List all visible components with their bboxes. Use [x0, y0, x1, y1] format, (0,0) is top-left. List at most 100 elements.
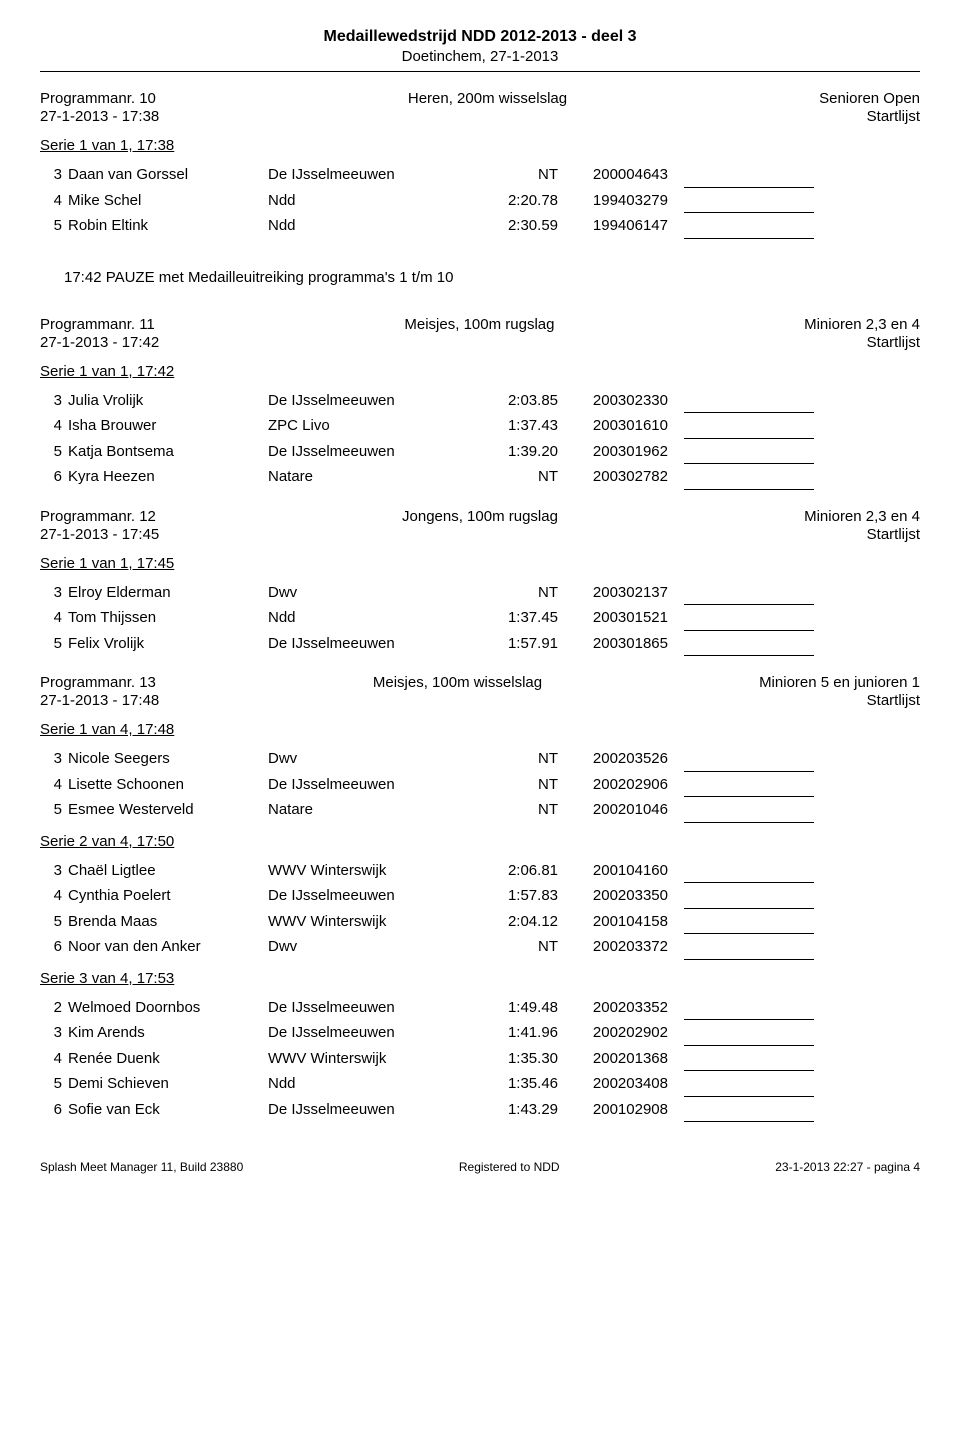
entry-time: 2:03.85 [488, 388, 558, 414]
entry-time: 2:04.12 [488, 909, 558, 935]
entry-time: 1:49.48 [488, 995, 558, 1021]
serie-title: Serie 1 van 1, 17:42 [40, 363, 920, 380]
serie-title: Serie 1 van 1, 17:45 [40, 555, 920, 572]
reg-id: 200104158 [558, 909, 676, 935]
club: De IJsselmeeuwen [268, 631, 488, 657]
program-subheader: 27-1-2013 - 17:42Startlijst [40, 334, 920, 351]
program-event: Jongens, 100m rugslag [156, 508, 804, 525]
lane: 4 [40, 188, 68, 214]
reg-id: 199403279 [558, 188, 676, 214]
swimmer-name: Chaël Ligtlee [68, 858, 268, 884]
swimmer-name: Lisette Schoonen [68, 772, 268, 798]
entry-time: 1:43.29 [488, 1097, 558, 1123]
program-date: 27-1-2013 - 17:48 [40, 692, 159, 709]
signature-line [684, 1056, 814, 1071]
club: Natare [268, 464, 488, 490]
club: WWV Winterswijk [268, 858, 488, 884]
program-header: Programmanr. 10Heren, 200m wisselslagSen… [40, 90, 920, 107]
entry-time: NT [488, 934, 558, 960]
program-block: Programmanr. 10Heren, 200m wisselslagSen… [40, 90, 920, 239]
club: De IJsselmeeuwen [268, 388, 488, 414]
signature-line [684, 1082, 814, 1097]
entry-time: NT [488, 746, 558, 772]
program-right-label: Startlijst [867, 526, 920, 543]
signature-line [684, 757, 814, 772]
signature-line [684, 782, 814, 797]
signature-line [684, 224, 814, 239]
reg-id: 200202902 [558, 1020, 676, 1046]
lane: 3 [40, 162, 68, 188]
signature-line [684, 919, 814, 934]
program-subheader: 27-1-2013 - 17:45Startlijst [40, 526, 920, 543]
signature-line [684, 1107, 814, 1122]
entry-time: 1:39.20 [488, 439, 558, 465]
signature-line [684, 616, 814, 631]
swimmer-name: Cynthia Poelert [68, 883, 268, 909]
reg-id: 200201368 [558, 1046, 676, 1072]
swimmer-name: Tom Thijssen [68, 605, 268, 631]
reg-id: 200102908 [558, 1097, 676, 1123]
swimmer-name: Mike Schel [68, 188, 268, 214]
swimmer-name: Felix Vrolijk [68, 631, 268, 657]
table-row: 3Daan van GorsselDe IJsselmeeuwenNT20000… [40, 162, 920, 188]
entry-time: 2:20.78 [488, 188, 558, 214]
club: Dwv [268, 746, 488, 772]
lane: 4 [40, 772, 68, 798]
entry-time: NT [488, 464, 558, 490]
table-row: 3Chaël LigtleeWWV Winterswijk2:06.812001… [40, 858, 920, 884]
entry-time: NT [488, 580, 558, 606]
entry-time: NT [488, 797, 558, 823]
entry-time: 1:41.96 [488, 1020, 558, 1046]
swimmer-name: Nicole Seegers [68, 746, 268, 772]
reg-id: 200302782 [558, 464, 676, 490]
signature-line [684, 1031, 814, 1046]
serie-title: Serie 3 van 4, 17:53 [40, 970, 920, 987]
program-number: Programmanr. 10 [40, 90, 156, 107]
swimmer-name: Katja Bontsema [68, 439, 268, 465]
lane: 5 [40, 213, 68, 239]
program-subheader: 27-1-2013 - 17:38Startlijst [40, 108, 920, 125]
program-event: Meisjes, 100m wisselslag [156, 674, 759, 691]
signature-line [684, 945, 814, 960]
table-row: 5Robin EltinkNdd2:30.59199406147 [40, 213, 920, 239]
reg-id: 200203408 [558, 1071, 676, 1097]
header-rule [40, 71, 920, 72]
reg-id: 199406147 [558, 213, 676, 239]
signature-line [684, 398, 814, 413]
footer-right: 23-1-2013 22:27 - pagina 4 [775, 1160, 920, 1174]
lane: 5 [40, 909, 68, 935]
program-right-label: Startlijst [867, 334, 920, 351]
swimmer-name: Welmoed Doornbos [68, 995, 268, 1021]
club: De IJsselmeeuwen [268, 772, 488, 798]
table-row: 5Felix VrolijkDe IJsselmeeuwen1:57.91200… [40, 631, 920, 657]
lane: 5 [40, 439, 68, 465]
entry-time: 1:37.43 [488, 413, 558, 439]
swimmer-name: Kyra Heezen [68, 464, 268, 490]
program-event: Heren, 200m wisselslag [156, 90, 819, 107]
entry-time: 2:30.59 [488, 213, 558, 239]
reg-id: 200202906 [558, 772, 676, 798]
entry-time: 1:35.30 [488, 1046, 558, 1072]
signature-line [684, 449, 814, 464]
signature-line [684, 808, 814, 823]
table-row: 4Mike SchelNdd2:20.78199403279 [40, 188, 920, 214]
swimmer-name: Julia Vrolijk [68, 388, 268, 414]
club: Ndd [268, 213, 488, 239]
reg-id: 200203372 [558, 934, 676, 960]
program-category: Minioren 5 en junioren 1 [759, 674, 920, 691]
club: ZPC Livo [268, 413, 488, 439]
lane: 2 [40, 995, 68, 1021]
program-right-label: Startlijst [867, 108, 920, 125]
reg-id: 200104160 [558, 858, 676, 884]
entry-time: NT [488, 162, 558, 188]
table-row: 3Kim ArendsDe IJsselmeeuwen1:41.96200202… [40, 1020, 920, 1046]
lane: 3 [40, 1020, 68, 1046]
reg-id: 200301521 [558, 605, 676, 631]
swimmer-name: Elroy Elderman [68, 580, 268, 606]
reg-id: 200201046 [558, 797, 676, 823]
footer-left: Splash Meet Manager 11, Build 23880 [40, 1160, 243, 1174]
program-right-label: Startlijst [867, 692, 920, 709]
table-row: 5Esmee WesterveldNatareNT200201046 [40, 797, 920, 823]
program-header: Programmanr. 11Meisjes, 100m rugslagMini… [40, 316, 920, 333]
program-header: Programmanr. 13Meisjes, 100m wisselslagM… [40, 674, 920, 691]
